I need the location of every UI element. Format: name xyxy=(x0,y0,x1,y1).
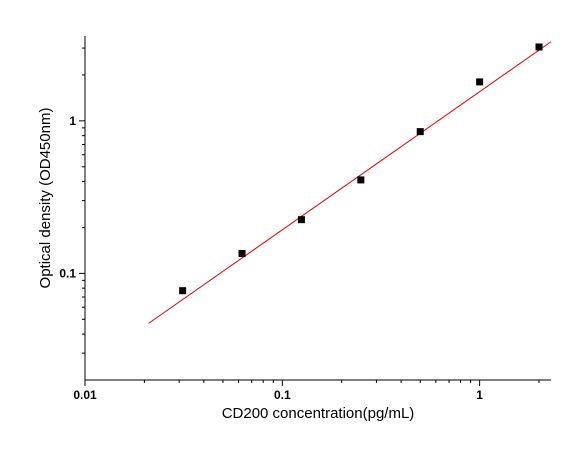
x-tick-label: 0.1 xyxy=(274,388,291,402)
data-point xyxy=(179,287,186,294)
data-point xyxy=(417,128,424,135)
x-tick-label: 0.01 xyxy=(73,388,97,402)
x-tick-label: 1 xyxy=(476,388,483,402)
data-point xyxy=(298,216,305,223)
y-axis-title: Optical density (OD450nm) xyxy=(37,108,54,289)
fit-line xyxy=(149,42,551,324)
x-ticks: 0.01 0.1 1 xyxy=(73,380,483,402)
data-point xyxy=(239,250,246,257)
plot-area: 0.01 0.1 1 0.11 xyxy=(59,36,551,402)
data-point xyxy=(536,43,543,50)
data-points xyxy=(179,43,542,294)
y-ticks: 0.11 xyxy=(59,114,85,281)
x-axis-title: CD200 concentration(pg/mL) xyxy=(222,405,415,422)
y-tick-label: 0.1 xyxy=(59,266,76,280)
y-tick-label: 1 xyxy=(69,114,76,128)
data-point xyxy=(476,78,483,85)
data-point xyxy=(357,176,364,183)
